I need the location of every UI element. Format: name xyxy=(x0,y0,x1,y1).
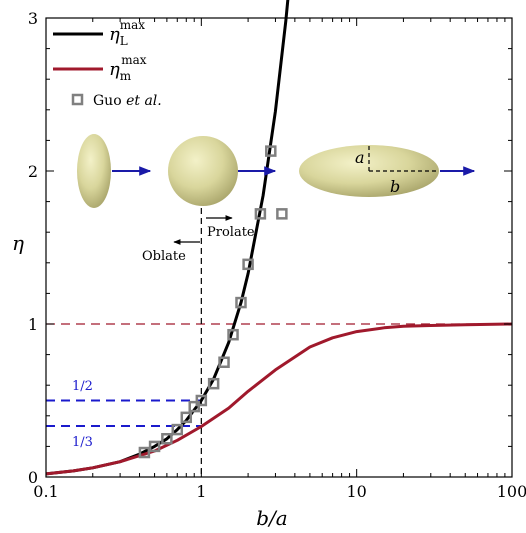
ellipsoid-illustration: a b xyxy=(77,134,476,208)
legend-label-eta-m: ηmmax xyxy=(109,53,147,83)
plot-frame xyxy=(45,17,513,478)
x-tick-label: 0.1 xyxy=(33,482,58,501)
data-point-guo xyxy=(227,328,239,341)
data-point-guo xyxy=(171,423,184,436)
third-label: 1/3 xyxy=(72,435,93,450)
y-tick-label: 3 xyxy=(28,9,38,28)
data-point-guo xyxy=(195,394,208,407)
x-tick-label: 10 xyxy=(346,482,366,501)
data-point-guo xyxy=(138,446,151,459)
x-axis-title: b/a xyxy=(256,506,287,530)
x-tick-label: 100 xyxy=(497,482,526,501)
oblate-ellipsoid xyxy=(77,134,111,208)
x-tick-label: 1 xyxy=(196,482,206,501)
legend: ηLmax ηmmax Guo et al. xyxy=(48,14,208,118)
y-tick-label: 0 xyxy=(28,468,38,487)
data-point-guo xyxy=(161,433,173,445)
prolate-label: Prolate xyxy=(207,225,255,240)
data-point-guo xyxy=(148,440,161,453)
data-point-guo xyxy=(242,258,254,271)
oblate-label: Oblate xyxy=(142,249,186,264)
axes-layer: 0.1 1 10 100 0 1 2 3 xyxy=(28,9,526,501)
data-point-guo xyxy=(207,377,220,390)
semi-axis-b-label: b xyxy=(390,177,400,196)
data-point-guo xyxy=(254,208,267,220)
y-tick-label: 1 xyxy=(28,315,38,334)
data-point-guo xyxy=(188,400,200,413)
series-line-1 xyxy=(45,322,513,476)
semi-axis-a-label: a xyxy=(355,148,365,167)
y-tick-label: 2 xyxy=(28,162,38,181)
legend-marker-guo xyxy=(71,93,84,106)
data-point-guo xyxy=(180,411,193,424)
y-axis-title: η xyxy=(12,231,24,255)
legend-box xyxy=(48,14,208,118)
half-label: 1/2 xyxy=(72,379,93,394)
legend-label-guo: Guo et al. xyxy=(93,93,162,109)
legend-label-eta-L: ηLmax xyxy=(109,18,145,48)
data-point-guo xyxy=(276,208,288,220)
data-point-guo xyxy=(218,356,230,368)
sphere xyxy=(168,136,238,206)
marker-layer xyxy=(138,145,288,459)
data-point-guo xyxy=(235,296,247,309)
plot-area xyxy=(46,208,512,477)
data-point-guo xyxy=(265,145,277,157)
series-layer xyxy=(45,0,513,476)
